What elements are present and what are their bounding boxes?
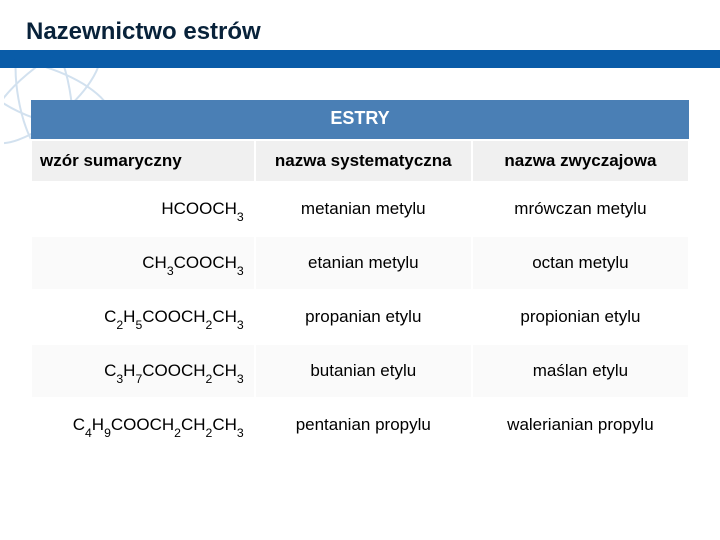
cell-common: maślan etylu bbox=[472, 344, 689, 398]
cell-formula: HCOOCH3 bbox=[31, 182, 255, 236]
esters-table: ESTRY wzór sumaryczny nazwa systematyczn… bbox=[30, 100, 690, 453]
table-banner-row: ESTRY bbox=[31, 100, 689, 140]
cell-systematic: etanian metylu bbox=[255, 236, 472, 290]
table-head: ESTRY wzór sumaryczny nazwa systematyczn… bbox=[31, 100, 689, 182]
cell-systematic: butanian etylu bbox=[255, 344, 472, 398]
slide-title: Nazewnictwo estrów bbox=[26, 18, 261, 46]
title-bar: Nazewnictwo estrów bbox=[0, 14, 720, 68]
column-header-systematic: nazwa systematyczna bbox=[255, 140, 472, 182]
cell-systematic: metanian metylu bbox=[255, 182, 472, 236]
cell-common: propionian etylu bbox=[472, 290, 689, 344]
slide-root: Nazewnictwo estrów ESTRY wzór sumaryczny… bbox=[0, 0, 720, 540]
table-banner: ESTRY bbox=[31, 100, 689, 140]
table-row: HCOOCH3metanian metylumrówczan metylu bbox=[31, 182, 689, 236]
cell-systematic: pentanian propylu bbox=[255, 398, 472, 452]
column-header-common: nazwa zwyczajowa bbox=[472, 140, 689, 182]
cell-common: walerianian propylu bbox=[472, 398, 689, 452]
table-row: C2H5COOCH2CH3propanian etylupropionian e… bbox=[31, 290, 689, 344]
table-container: ESTRY wzór sumaryczny nazwa systematyczn… bbox=[30, 100, 690, 453]
cell-common: mrówczan metylu bbox=[472, 182, 689, 236]
table-row: C3H7COOCH2CH3butanian etylumaślan etylu bbox=[31, 344, 689, 398]
cell-formula: C4H9COOCH2CH2CH3 bbox=[31, 398, 255, 452]
cell-common: octan metylu bbox=[472, 236, 689, 290]
table-header-row: wzór sumaryczny nazwa systematyczna nazw… bbox=[31, 140, 689, 182]
cell-systematic: propanian etylu bbox=[255, 290, 472, 344]
table-row: CH3COOCH3etanian metyluoctan metylu bbox=[31, 236, 689, 290]
table-row: C4H9COOCH2CH2CH3pentanian propyluwaleria… bbox=[31, 398, 689, 452]
title-underline-strip bbox=[0, 50, 720, 68]
cell-formula: C3H7COOCH2CH3 bbox=[31, 344, 255, 398]
column-header-formula: wzór sumaryczny bbox=[31, 140, 255, 182]
cell-formula: CH3COOCH3 bbox=[31, 236, 255, 290]
table-body: HCOOCH3metanian metylumrówczan metyluCH3… bbox=[31, 182, 689, 452]
cell-formula: C2H5COOCH2CH3 bbox=[31, 290, 255, 344]
